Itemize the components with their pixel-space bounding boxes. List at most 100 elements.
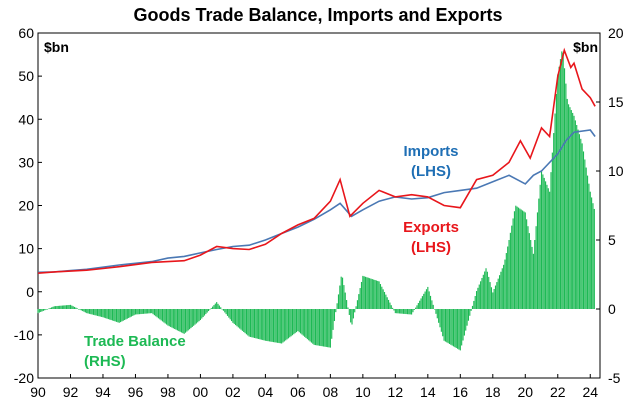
- trade-balance-bar: [119, 309, 122, 323]
- trade-balance-bar: [323, 309, 325, 347]
- trade-balance-bar: [469, 309, 471, 316]
- trade-balance-bar: [247, 309, 249, 336]
- trade-balance-bar: [293, 309, 295, 335]
- trade-balance-bar: [457, 309, 459, 349]
- trade-balance-bar: [187, 309, 189, 331]
- trade-balance-bar: [313, 309, 315, 345]
- trade-balance-bar: [316, 309, 318, 346]
- trade-balance-bar: [530, 240, 532, 309]
- trade-balance-bar: [203, 309, 206, 316]
- trade-balance-bar: [310, 309, 312, 343]
- trade-balance-bar: [335, 309, 337, 313]
- trade-balance-bar: [90, 309, 92, 315]
- x-tick-label: 98: [160, 384, 176, 400]
- x-tick-label: 16: [453, 384, 469, 400]
- trade-balance-bar: [164, 309, 166, 324]
- trade-balance-bar: [416, 305, 418, 309]
- trade-balance-bar: [385, 294, 387, 309]
- trade-balance-bar: [580, 138, 582, 309]
- trade-balance-bar: [272, 309, 275, 343]
- trade-balance-bar: [568, 104, 570, 309]
- trade-balance-bar: [482, 274, 484, 309]
- trade-balance-bar: [221, 309, 223, 310]
- trade-balance-bar: [110, 309, 112, 321]
- x-tick-label: 96: [128, 384, 144, 400]
- left-y-tick-label: 60: [18, 25, 34, 41]
- trade-balance-bar: [581, 143, 583, 309]
- trade-balance-bar: [132, 309, 134, 316]
- x-tick-label: 14: [420, 384, 436, 400]
- trade-balance-bar: [63, 305, 65, 309]
- trade-balance-bar: [392, 307, 394, 309]
- trade-balance-bar: [263, 309, 265, 341]
- exports-series-line: [37, 47, 596, 274]
- trade-balance-bar: [420, 298, 422, 309]
- trade-balance-bar: [180, 309, 183, 333]
- imports-label: Imports: [403, 143, 458, 160]
- trade-balance-bar: [539, 184, 541, 309]
- trade-balance-bar: [297, 309, 299, 332]
- trade-balance-bar: [289, 309, 291, 338]
- trade-balance-bar: [182, 309, 184, 334]
- x-tick-label: 00: [193, 384, 209, 400]
- trade-balance-bar: [194, 309, 196, 325]
- trade-balance-bar: [450, 309, 452, 345]
- trade-balance-bar: [494, 285, 497, 309]
- trade-balance-bar: [267, 309, 269, 342]
- trade-balance-bar: [432, 304, 434, 309]
- trade-balance-bar: [538, 198, 540, 309]
- trade-balance-bar: [386, 297, 388, 309]
- trade-balance-bar: [121, 309, 123, 322]
- trade-balance-bar: [478, 284, 480, 309]
- trade-balance-bar: [141, 309, 143, 314]
- trade-balance-bar: [477, 287, 479, 309]
- trade-balance-bar: [262, 309, 264, 341]
- trade-balance-bar: [480, 281, 482, 309]
- trade-balance-bar: [318, 309, 321, 346]
- trade-balance-bar: [501, 268, 503, 309]
- trade-balance-bar: [178, 309, 180, 332]
- trade-balance-bar: [202, 309, 204, 318]
- right-y-tick-label: 20: [608, 25, 624, 41]
- trade-balance-bar: [332, 309, 334, 330]
- trade-balance-bar: [224, 309, 226, 313]
- trade-balance-bar: [540, 171, 543, 309]
- trade-balance-bar: [68, 304, 70, 309]
- trade-balance-bar: [367, 277, 369, 309]
- trade-balance-bar: [86, 309, 88, 314]
- trade-balance-bar: [542, 174, 544, 309]
- trade-balance-bar: [413, 309, 415, 310]
- imports-axis-note: (LHS): [411, 163, 451, 180]
- trade-balance-bar: [565, 83, 567, 309]
- trade-balance-bars: [37, 51, 595, 351]
- trade-balance-bar: [547, 188, 549, 309]
- trade-balance-bar: [171, 309, 173, 328]
- left-y-tick-label: -10: [14, 327, 34, 343]
- trade-balance-bar: [485, 268, 487, 309]
- trade-balance-bar: [95, 309, 97, 316]
- trade-balance-bar: [240, 309, 242, 330]
- trade-balance-bar: [53, 306, 55, 309]
- trade-balance-bar: [463, 309, 465, 336]
- imports-series-line: [37, 129, 596, 274]
- trade-balance-bar: [291, 309, 294, 336]
- trade-balance-bar: [198, 309, 200, 322]
- x-tick-label: 94: [95, 384, 111, 400]
- trade-balance-bar: [282, 309, 284, 343]
- trade-balance-bar: [270, 309, 272, 342]
- trade-balance-bar: [519, 208, 521, 309]
- trade-balance-bar: [317, 309, 319, 346]
- x-tick-label: 10: [355, 384, 371, 400]
- trade-balance-bar: [83, 309, 85, 312]
- trade-balance-bar: [140, 309, 142, 315]
- trade-balance-bar: [406, 309, 409, 315]
- trade-balance-bar: [592, 203, 594, 309]
- trade-balance-bar: [144, 309, 146, 314]
- trade-balance-bar: [243, 309, 245, 332]
- trade-balance-bar: [161, 309, 164, 322]
- trade-balance-bar: [101, 309, 103, 317]
- trade-balance-bar: [232, 309, 234, 323]
- trade-balance-bar: [306, 309, 308, 340]
- trade-balance-bar: [179, 309, 181, 332]
